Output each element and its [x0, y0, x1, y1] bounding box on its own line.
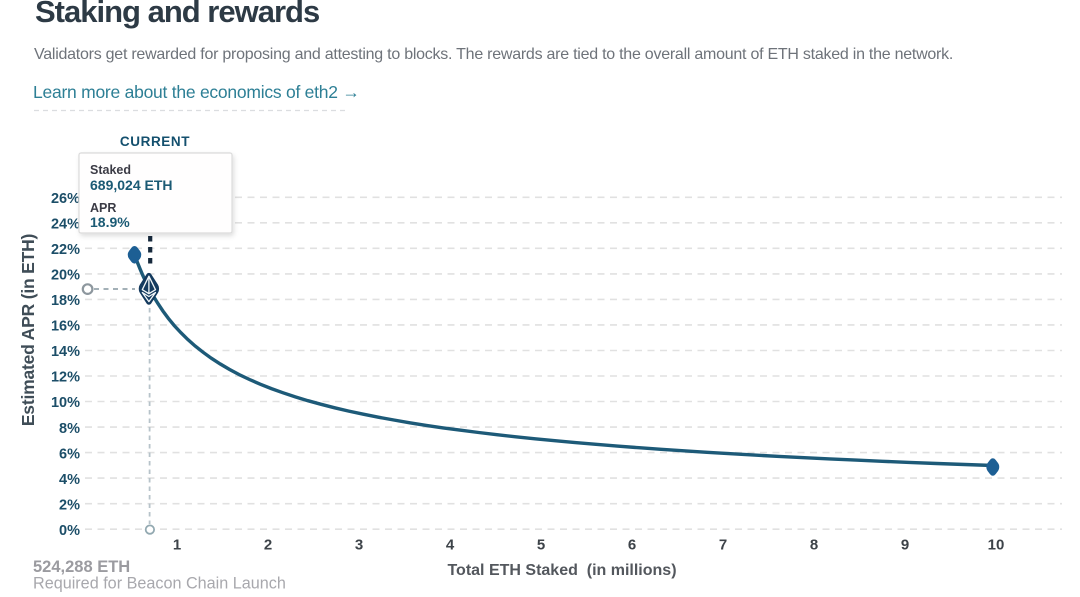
svg-text:6%: 6% [59, 446, 80, 462]
svg-text:5: 5 [537, 537, 545, 554]
svg-text:Staked: Staked [90, 163, 131, 177]
svg-text:20%: 20% [51, 268, 80, 284]
svg-text:18%: 18% [51, 293, 80, 309]
svg-text:Estimated APR (in ETH): Estimated APR (in ETH) [18, 234, 38, 426]
svg-text:24%: 24% [51, 217, 80, 233]
svg-text:524,288 ETH: 524,288 ETH [33, 558, 130, 576]
svg-text:4: 4 [446, 537, 455, 554]
svg-text:14%: 14% [51, 344, 80, 360]
svg-text:APR: APR [90, 201, 116, 215]
svg-text:8: 8 [810, 537, 818, 554]
svg-text:0%: 0% [59, 523, 80, 539]
svg-text:2: 2 [264, 537, 272, 554]
svg-text:2%: 2% [59, 497, 80, 513]
svg-text:10: 10 [988, 537, 1005, 554]
svg-text:18.9%: 18.9% [90, 214, 130, 230]
svg-text:9: 9 [901, 537, 909, 554]
svg-text:1: 1 [173, 537, 181, 554]
svg-text:12%: 12% [51, 370, 80, 386]
svg-text:26%: 26% [51, 191, 80, 207]
svg-text:Total ETH Staked (in millions: Total ETH Staked (in millions) [447, 562, 676, 579]
svg-text:4%: 4% [59, 472, 80, 488]
svg-text:3: 3 [355, 537, 363, 554]
svg-text:22%: 22% [51, 242, 80, 258]
svg-text:7: 7 [719, 537, 727, 554]
svg-text:10%: 10% [51, 395, 80, 411]
svg-text:6: 6 [628, 537, 636, 554]
svg-text:Required for Beacon Chain Laun: Required for Beacon Chain Launch [33, 575, 286, 593]
svg-text:CURRENT: CURRENT [120, 134, 190, 149]
svg-text:8%: 8% [59, 421, 80, 437]
svg-text:689,024 ETH: 689,024 ETH [90, 177, 173, 193]
svg-text:16%: 16% [51, 319, 80, 335]
